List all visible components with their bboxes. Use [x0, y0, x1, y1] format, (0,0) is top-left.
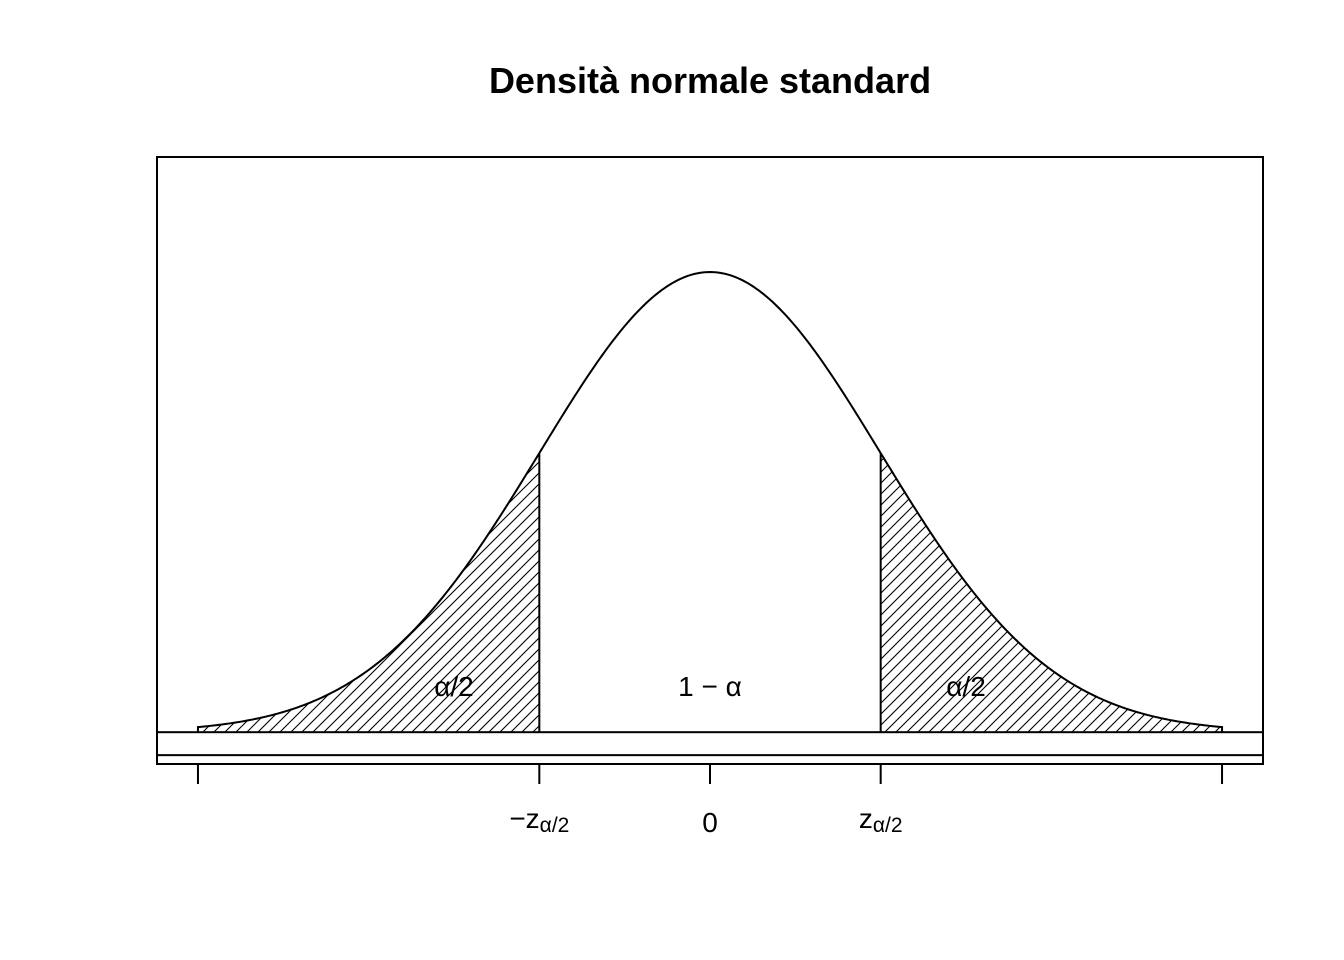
hatched-region-right-tail	[880, 453, 1223, 733]
x-tick-label-subscript: α/2	[540, 814, 570, 837]
x-tick-label-subscript: α/2	[873, 814, 903, 837]
baseline-band	[156, 731, 1264, 757]
x-tick-label-main: 0	[702, 807, 718, 838]
x-tick-label-zero: 0	[702, 807, 718, 838]
x-tick-label-main: z	[859, 803, 873, 834]
x-tick-label-main: −z	[509, 803, 539, 834]
hatched-region-left-tail	[197, 453, 540, 733]
region-label-left-tail: α/2	[434, 671, 474, 702]
region-label-right-tail: α/2	[946, 671, 986, 702]
region-label-center: 1 − α	[678, 671, 742, 702]
x-tick-label-pos-z: zα/2	[859, 803, 903, 837]
density-curve	[196, 271, 1224, 733]
chart-title: Densità normale standard	[489, 60, 931, 101]
x-tick-label-neg-z: −zα/2	[509, 803, 569, 837]
